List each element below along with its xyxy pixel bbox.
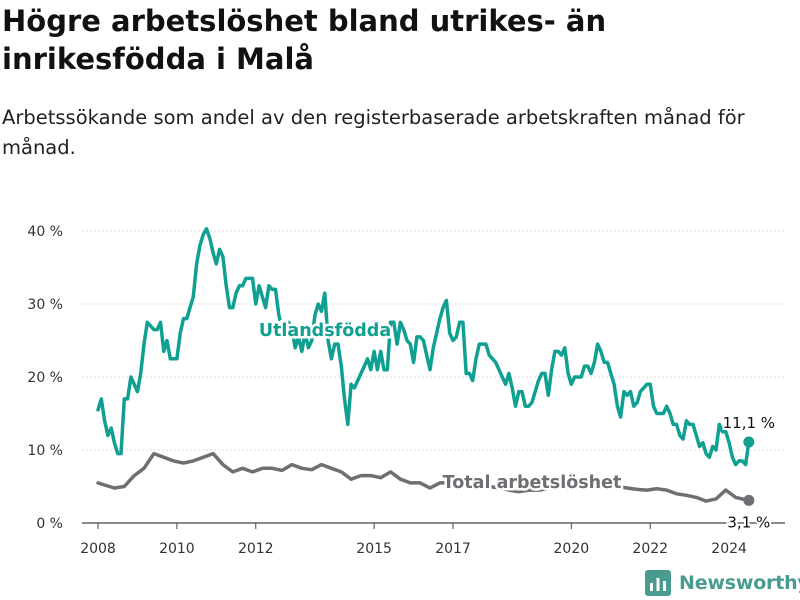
- x-axis-ticks: 2008 2010 2012 2015 2017 2020 2022 2024: [80, 523, 747, 557]
- y-axis-ticks: 0 % 10 % 20 % 30 % 40 %: [27, 224, 63, 532]
- x-tick-label: 2020: [554, 541, 590, 557]
- y-tick-label: 0 %: [36, 516, 63, 532]
- series-label: Utlandsfödda: [259, 321, 391, 341]
- gridlines: [82, 230, 785, 524]
- chart-title: Högre arbetslöshet bland utrikes- än inr…: [2, 4, 607, 76]
- series-labels: 11,1 % 3,1 % Utlandsfödda Total arbetslöshe…: [256, 319, 777, 534]
- chart-subtitle: Arbetssökande som andel av den registerb…: [2, 106, 745, 159]
- series-lines: [96, 227, 755, 506]
- brand-name: Newsworthy: [679, 572, 800, 594]
- series-label: Total arbetslöshet: [443, 473, 622, 493]
- y-tick-label: 10 %: [27, 443, 63, 459]
- brand-logo[interactable]: Newsworthy: [645, 568, 800, 598]
- x-tick-label: 2010: [159, 541, 195, 557]
- series-line-utlandsfödda: [96, 227, 751, 467]
- x-tick-label: 2017: [435, 541, 471, 557]
- x-tick-label: 2015: [356, 541, 392, 557]
- y-tick-label: 40 %: [27, 224, 63, 240]
- series-end-point-utlandsfödda: [743, 436, 755, 448]
- end-value-label: 3,1 %: [727, 513, 770, 531]
- x-tick-label: 2012: [238, 541, 274, 557]
- x-tick-label: 2022: [632, 541, 668, 557]
- series-line-total-arbetslöshet: [96, 451, 751, 503]
- newsworthy-logo-icon: [645, 570, 671, 596]
- series-end-point-total-arbetslöshet: [743, 494, 755, 506]
- y-tick-label: 30 %: [27, 297, 63, 313]
- x-tick-label: 2024: [711, 541, 747, 557]
- y-tick-label: 20 %: [27, 370, 63, 386]
- x-tick-label: 2008: [80, 541, 116, 557]
- end-value-label: 11,1 %: [723, 414, 775, 432]
